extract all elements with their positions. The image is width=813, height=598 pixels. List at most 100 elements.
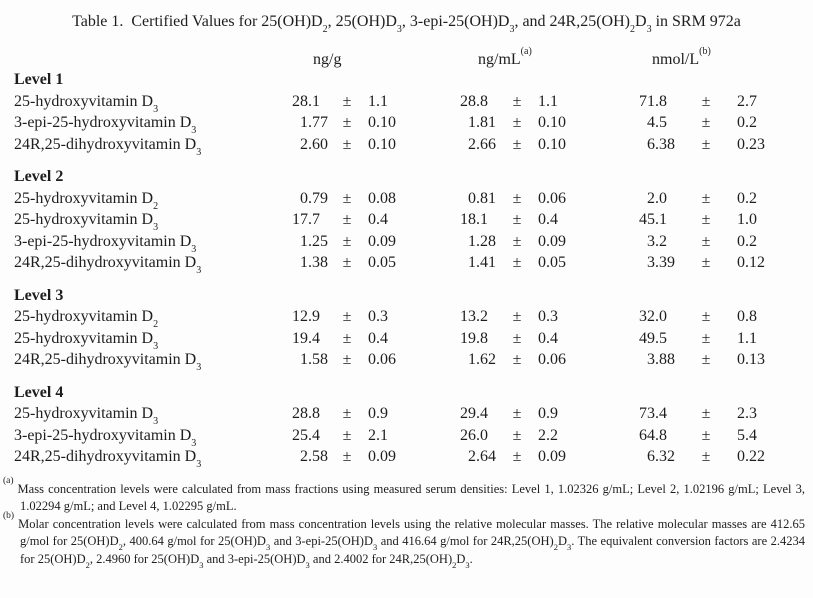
value-ng-mL: 1.62 <box>468 351 496 368</box>
plus-minus-sign: ± <box>342 329 352 347</box>
analyte-name: 3-epi-25-hydroxyvitamin D3 <box>14 114 197 137</box>
value-ng-g: 28.1 <box>292 92 320 110</box>
uncertainty-ng-mL: 0.06 <box>538 189 566 207</box>
analyte-name: 25-hydroxyvitamin D3 <box>14 405 159 428</box>
uncertainty-ng-mL: 0.09 <box>538 232 566 250</box>
level-row: Level 3 <box>0 285 813 307</box>
uncertainty-ng-g: 0.08 <box>368 189 396 207</box>
uncertainty-ng-mL: 0.09 <box>538 448 566 465</box>
value-nmol-L: 6.32 <box>647 448 675 465</box>
level-label: Level 2 <box>14 168 64 185</box>
plus-minus-sign: ± <box>701 351 711 368</box>
table-row: 25-hydroxyvitamin D3 28.8 ±0.9 29.4 ±0.9 73.4… <box>0 403 813 428</box>
plus-minus-sign: ± <box>701 308 711 325</box>
uncertainty-ng-mL: 0.06 <box>538 351 566 368</box>
uncertainty-nmol-L: 1.1 <box>737 329 757 347</box>
value-ng-g: 2.60 <box>300 135 328 153</box>
value-nmol-L: 6.38 <box>647 135 675 153</box>
value-ng-mL: 18.1 <box>460 211 488 228</box>
value-ng-mL: 2.66 <box>468 135 496 153</box>
plus-minus-sign: ± <box>701 135 711 153</box>
plus-minus-sign: ± <box>512 211 522 228</box>
plus-minus-sign: ± <box>342 448 352 465</box>
plus-minus-sign: ± <box>701 232 711 250</box>
plus-minus-sign: ± <box>342 92 352 110</box>
plus-minus-sign: ± <box>701 448 711 465</box>
value-ng-mL: 29.4 <box>460 405 488 422</box>
plus-minus-sign: ± <box>342 135 352 153</box>
level-label: Level 4 <box>14 383 64 401</box>
footnote-b-text: Molar concentration levels were calculat… <box>18 516 806 570</box>
plus-minus-sign: ± <box>342 211 352 228</box>
plus-minus-sign: ± <box>342 114 352 131</box>
uncertainty-nmol-L: 0.2 <box>737 114 757 131</box>
table-row: 24R,25-dihydroxyvitamin D3 2.58 ±0.09 2.64 ±… <box>0 446 813 471</box>
uncertainty-nmol-L: 0.12 <box>737 254 765 271</box>
analyte-name: 25-hydroxyvitamin D2 <box>14 308 159 331</box>
plus-minus-sign: ± <box>701 114 711 131</box>
uncertainty-ng-mL: 0.3 <box>538 308 558 325</box>
unit-header-ng-mL: ng/mL(a) <box>478 45 532 68</box>
plus-minus-sign: ± <box>512 448 522 465</box>
analyte-name: 25-hydroxyvitamin D3 <box>14 92 159 115</box>
uncertainty-ng-mL: 0.4 <box>538 211 558 228</box>
uncertainty-ng-mL: 0.05 <box>538 254 566 271</box>
value-nmol-L: 32.0 <box>639 308 667 325</box>
uncertainty-nmol-L: 0.23 <box>737 135 765 153</box>
uncertainty-nmol-L: 0.2 <box>737 232 757 250</box>
value-ng-mL: 19.8 <box>460 329 488 347</box>
value-nmol-L: 49.5 <box>639 329 667 347</box>
plus-minus-sign: ± <box>512 405 522 422</box>
value-nmol-L: 64.8 <box>639 426 667 444</box>
analyte-name: 3-epi-25-hydroxyvitamin D3 <box>14 426 197 449</box>
plus-minus-sign: ± <box>512 426 522 444</box>
uncertainty-ng-g: 0.4 <box>368 211 388 228</box>
value-nmol-L: 73.4 <box>639 405 667 422</box>
plus-minus-sign: ± <box>342 405 352 422</box>
level-row: Level 4 <box>0 382 813 404</box>
plus-minus-sign: ± <box>701 405 711 422</box>
analyte-name: 24R,25-dihydroxyvitamin D3 <box>14 351 202 374</box>
plus-minus-sign: ± <box>512 232 522 250</box>
plus-minus-sign: ± <box>342 308 352 325</box>
value-ng-g: 17.7 <box>292 211 320 228</box>
plus-minus-sign: ± <box>512 329 522 347</box>
value-ng-mL: 2.64 <box>468 448 496 465</box>
value-ng-mL: 26.0 <box>460 426 488 444</box>
plus-minus-sign: ± <box>342 232 352 250</box>
table-row: 24R,25-dihydroxyvitamin D3 2.60 ±0.10 2.66 ±… <box>0 134 813 158</box>
uncertainty-ng-g: 0.9 <box>368 405 388 422</box>
uncertainty-nmol-L: 0.13 <box>737 351 765 368</box>
footnote-a: (a)Mass concentration levels were calcul… <box>3 477 805 516</box>
plus-minus-sign: ± <box>701 329 711 347</box>
plus-minus-sign: ± <box>701 92 711 110</box>
analyte-name: 25-hydroxyvitamin D3 <box>14 329 159 352</box>
value-ng-g: 19.4 <box>292 329 320 347</box>
value-nmol-L: 3.2 <box>647 232 667 250</box>
value-ng-mL: 0.81 <box>468 189 496 207</box>
uncertainty-ng-g: 0.10 <box>368 114 396 131</box>
plus-minus-sign: ± <box>512 135 522 153</box>
table-row: 25-hydroxyvitamin D2 0.79 ±0.08 0.81 ±0.06 2.… <box>0 188 813 212</box>
uncertainty-nmol-L: 2.3 <box>737 405 757 422</box>
uncertainty-ng-g: 0.09 <box>368 448 396 465</box>
value-ng-g: 12.9 <box>292 308 320 325</box>
value-ng-g: 1.58 <box>300 351 328 368</box>
plus-minus-sign: ± <box>701 189 711 207</box>
analyte-name: 24R,25-dihydroxyvitamin D3 <box>14 448 202 471</box>
plus-minus-sign: ± <box>512 351 522 368</box>
uncertainty-ng-g: 0.10 <box>368 135 396 153</box>
value-nmol-L: 2.0 <box>647 189 667 207</box>
level-row: Level 1 <box>0 69 813 91</box>
uncertainty-ng-g: 2.1 <box>368 426 388 444</box>
value-ng-g: 28.8 <box>292 405 320 422</box>
uncertainty-ng-g: 0.05 <box>368 254 396 271</box>
value-ng-g: 1.38 <box>300 254 328 271</box>
plus-minus-sign: ± <box>512 114 522 131</box>
plus-minus-sign: ± <box>342 189 352 207</box>
uncertainty-nmol-L: 0.22 <box>737 448 765 465</box>
value-ng-mL: 1.81 <box>468 114 496 131</box>
value-ng-mL: 28.8 <box>460 92 488 110</box>
analyte-name: 25-hydroxyvitamin D3 <box>14 211 159 234</box>
plus-minus-sign: ± <box>701 254 711 271</box>
